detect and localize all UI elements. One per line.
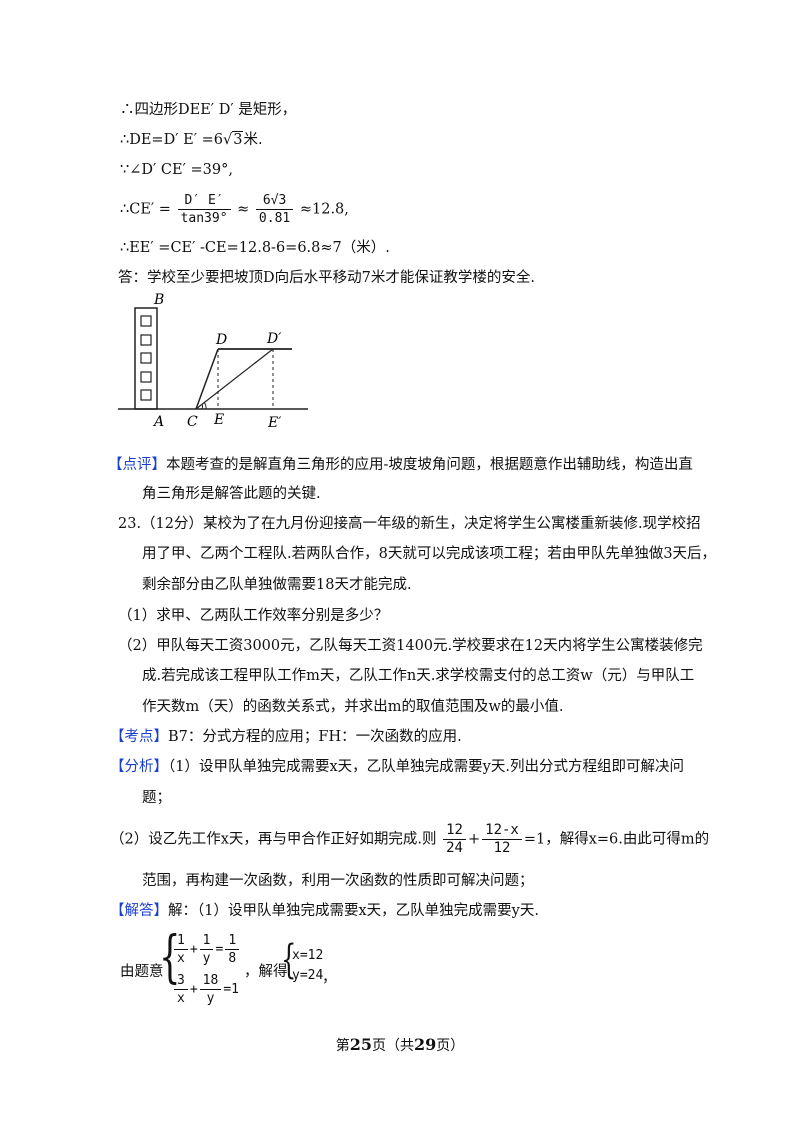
equation-1: 1 x +1 y = 1 8 bbox=[172, 932, 241, 968]
fraction-value: 6√3 0.81 bbox=[255, 192, 294, 227]
jieda-line-1: 【解答】解：（1）设甲队单独完成需要x天，乙队单独完成需要y天. bbox=[110, 903, 539, 919]
solution-system: x=12 y=24 bbox=[292, 948, 324, 983]
comment-line-2: 角三角形是解答此题的关键. bbox=[142, 486, 321, 502]
current-page: 25 bbox=[349, 1035, 372, 1054]
label-b: B bbox=[153, 292, 164, 308]
line-de-length: ∴DE=D′ E′ =6√3米. bbox=[120, 131, 263, 148]
label-d: D bbox=[215, 332, 227, 348]
fenxi-line-1: 【分析】（1）设甲队单独完成需要x天，乙队单独完成需要y天.列出分式方程组即可解… bbox=[110, 759, 684, 775]
question-2-line-2: 成.若完成该工程甲队工作m天，乙队工作n天.求学校需支付的总工资w（元）与甲队工 bbox=[142, 668, 695, 684]
fraction-12-24: 12 24 bbox=[443, 822, 466, 857]
page-footer: 第25页（共29页） bbox=[335, 1035, 465, 1054]
label-d-prime: D′ bbox=[266, 331, 282, 347]
solution-comma: ， bbox=[322, 970, 337, 986]
kaodian-tag: 【考点】 bbox=[110, 729, 168, 745]
yiti-label: 由题意 bbox=[120, 964, 164, 980]
kaodian-line: 【考点】B7：分式方程的应用；FH：一次函数的应用. bbox=[110, 729, 462, 745]
fraction-12-x: 12‑x 12 bbox=[482, 822, 522, 857]
question-1: （1）求甲、乙两队工作效率分别是多少？ bbox=[118, 608, 389, 624]
sqrt-icon: √ bbox=[222, 132, 233, 148]
fenxi-line-2: 题； bbox=[142, 790, 171, 806]
jiede-label: ，解得 bbox=[244, 964, 288, 980]
total-pages: 29 bbox=[414, 1035, 437, 1054]
question-2-line-3: 作天数m（天）的函数关系式，并求出m的取值范围及w的最小值. bbox=[142, 699, 564, 715]
fenxi-tag: 【分析】 bbox=[110, 759, 168, 775]
problem-line-2: 用了甲、乙两个工程队.若两队合作，8天就可以完成该项工程；若由甲队先单独做3天后… bbox=[142, 546, 717, 562]
line-ee-result: ∴EE′ =CE′ ‑CE=12.8‑6=6.8≈7（米）. bbox=[120, 240, 390, 256]
line-angle: ∵∠D′ CE′ =39°, bbox=[120, 162, 233, 178]
line-rectangle: ∴四边形DEE′ D′ 是矩形， bbox=[120, 102, 297, 118]
label-c: C bbox=[187, 414, 198, 430]
label-e-prime: E′ bbox=[267, 415, 282, 431]
label-a: A bbox=[152, 414, 164, 430]
fenxi-line-4: 范围，再构建一次函数，利用一次函数的性质即可解决问题； bbox=[142, 873, 534, 889]
jieda-tag: 【解答】 bbox=[110, 903, 168, 919]
left-brace-icon: { bbox=[159, 925, 181, 990]
comment-line-1: 【点评】本题考查的是解直角三角形的应用‑坡度坡角问题，根据题意作出辅助线，构造出… bbox=[108, 457, 693, 473]
label-e: E bbox=[213, 412, 224, 428]
question-2-line-1: （2）甲队每天工资3000元，乙队每天工资1400元.学校要求在12天内将学生公… bbox=[118, 638, 703, 654]
comment-tag: 【点评】 bbox=[108, 457, 166, 473]
solution-brace-icon: { bbox=[281, 937, 297, 983]
slope-diagram: B D D′ C E A E′ bbox=[118, 292, 308, 431]
problem-line-3: 剩余部分由乙队单独做需要18天才能完成. bbox=[142, 577, 412, 593]
fraction-tan: D′ E′ tan39° bbox=[177, 192, 231, 227]
equation-2: 3 x +18 y =1 bbox=[172, 972, 241, 1008]
answer-line: 答：学校至少要把坡顶D向后水平移动7米才能保证教学楼的安全. bbox=[118, 270, 535, 286]
problem-line-1: 23.（12分）某校为了在九月份迎接高一年级的新生，决定将学生公寓楼重新装修.现… bbox=[118, 516, 701, 532]
line-ce-calc: ∴CE′ = D′ E′ tan39° ≈ 6√3 0.81 ≈12.8, bbox=[120, 192, 349, 227]
fenxi-line-3: （2）设乙先工作x天，再与甲合作正好如期完成.则 12 24 + 12‑x 12… bbox=[110, 822, 710, 857]
equation-system: 1 x +1 y = 1 8 3 x +18 y =1 bbox=[172, 932, 241, 1008]
